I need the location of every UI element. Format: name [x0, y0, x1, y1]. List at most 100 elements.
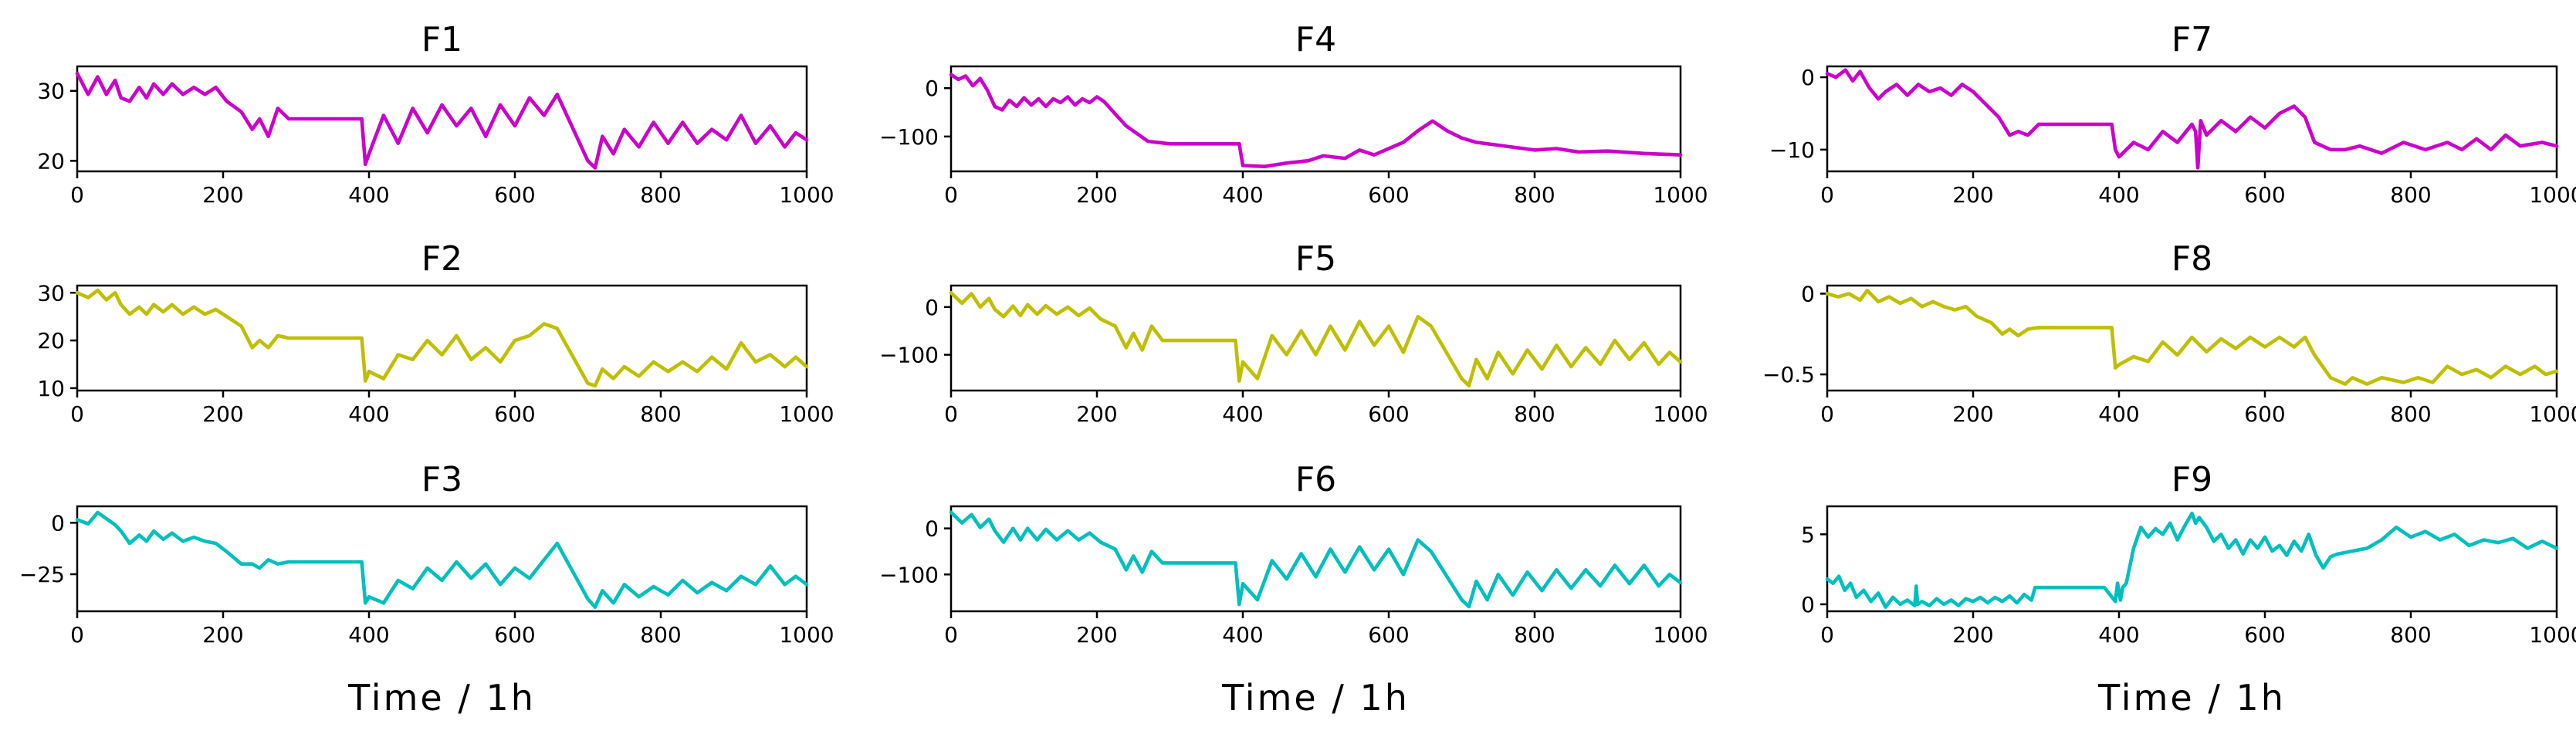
x-tick-label-f5-800: 800	[1514, 401, 1555, 427]
x-tick-label-f9-200: 200	[1952, 622, 1993, 648]
axes-frame-f4	[949, 65, 1682, 173]
axes-frame-f7	[1826, 65, 2558, 173]
x-tick-label-f8-400: 400	[2098, 401, 2139, 427]
y-tick-label-f4--100: −100	[879, 124, 939, 150]
y-tick-label-f9-5: 5	[1801, 522, 1815, 547]
y-tick-label-f6--100: −100	[879, 562, 939, 587]
panel-title-f1: F1	[421, 20, 462, 59]
x-tick-label-f1-0: 0	[70, 182, 84, 208]
x-tick-label-f7-600: 600	[2244, 182, 2285, 208]
x-tick-label-f7-800: 800	[2390, 182, 2431, 208]
y-tick-label-f1-20: 20	[37, 148, 65, 174]
series-line-f9	[1825, 511, 2559, 609]
x-tick-label-f9-400: 400	[2098, 622, 2139, 648]
series-line-f3	[75, 510, 809, 610]
y-tick-label-f5--100: −100	[879, 343, 939, 368]
panel-f9: F9 0 200 400 600 800 1000 0 5	[1801, 460, 2576, 648]
x-tick-label-f9-600: 600	[2244, 622, 2285, 648]
y-tick-label-f4-0: 0	[925, 76, 939, 101]
x-tick-label-f7-0: 0	[1820, 182, 1834, 208]
x-tick-label-f7-400: 400	[2098, 182, 2139, 208]
x-tick-label-f6-800: 800	[1514, 622, 1555, 648]
panel-title-f6: F6	[1295, 460, 1336, 499]
series-line-f8	[1825, 288, 2559, 386]
x-tick-label-f1-800: 800	[640, 182, 681, 208]
x-tick-label-f6-600: 600	[1368, 622, 1409, 648]
panel-f2: F2 0 200 400 600 800 1000 10 20 30	[37, 239, 834, 427]
series-line-f5	[949, 290, 1683, 388]
x-tick-label-f8-600: 600	[2244, 401, 2285, 427]
x-tick-label-f3-0: 0	[70, 622, 84, 648]
y-tick-label-f2-30: 30	[37, 280, 65, 306]
y-tick-label-f1-30: 30	[37, 79, 65, 104]
panel-title-f9: F9	[2171, 460, 2212, 499]
x-tick-label-f5-200: 200	[1076, 401, 1117, 427]
y-tick-label-f7-0: 0	[1801, 65, 1815, 90]
x-tick-label-f2-400: 400	[348, 401, 389, 427]
series-line-f4	[949, 73, 1683, 168]
x-tick-label-f3-200: 200	[202, 622, 243, 648]
x-tick-label-f5-400: 400	[1222, 401, 1263, 427]
series-line-f1	[75, 71, 809, 170]
x-axis-label-col-2: Time / 1h	[1221, 677, 1410, 719]
x-tick-label-f4-0: 0	[944, 182, 958, 208]
x-tick-label-f1-200: 200	[202, 182, 243, 208]
series-line-f7	[1825, 68, 2559, 170]
panel-f1: F1 0 200 400 600 800 1000 20 30	[37, 20, 834, 208]
x-tick-label-f1-400: 400	[348, 182, 389, 208]
x-tick-label-f5-0: 0	[944, 401, 958, 427]
y-tick-label-f8-0: 0	[1801, 281, 1815, 306]
axes-frame-f8	[1826, 284, 2558, 392]
y-tick-label-f9-0: 0	[1801, 592, 1815, 617]
x-tick-label-f6-200: 200	[1076, 622, 1117, 648]
x-tick-label-f5-600: 600	[1368, 401, 1409, 427]
x-tick-label-f9-1000: 1000	[2529, 622, 2576, 648]
x-tick-label-f9-800: 800	[2390, 622, 2431, 648]
x-tick-label-f7-200: 200	[1952, 182, 1993, 208]
x-tick-label-f9-0: 0	[1820, 622, 1834, 648]
panel-f6: F6 0 200 400 600 800 1000 −100 0	[879, 460, 1708, 648]
axes-frame-f5	[949, 284, 1682, 392]
x-tick-label-f1-1000: 1000	[779, 182, 834, 208]
panel-f8: F802004006008001000−0.50	[1762, 239, 2576, 427]
x-tick-label-f2-1000: 1000	[779, 401, 834, 427]
panel-title-f5: F5	[1295, 239, 1336, 279]
y-tick-label-f8--0.5: −0.5	[1762, 362, 1815, 387]
x-axis-label-col-1: Time / 1h	[347, 677, 536, 719]
x-tick-label-f2-800: 800	[640, 401, 681, 427]
axes-frame-f9	[1826, 505, 2558, 613]
panel-title-f3: F3	[421, 460, 462, 499]
y-tick-label-f2-10: 10	[37, 376, 65, 401]
x-tick-label-f4-400: 400	[1222, 182, 1263, 208]
x-tick-label-f7-1000: 1000	[2529, 182, 2576, 208]
x-tick-label-f2-200: 200	[202, 401, 243, 427]
x-tick-label-f6-1000: 1000	[1653, 622, 1708, 648]
x-tick-label-f8-200: 200	[1952, 401, 1993, 427]
y-tick-label-f3-0: 0	[51, 510, 65, 536]
series-line-f6	[949, 510, 1683, 609]
panel-f7: F702004006008001000−100	[1769, 20, 2576, 208]
x-axis-label-col-3: Time / 1h	[2097, 677, 2286, 719]
x-tick-label-f6-0: 0	[944, 622, 958, 648]
axes-frame-f1	[76, 65, 808, 173]
axes-frame-f3	[76, 505, 808, 613]
x-tick-label-f1-600: 600	[494, 182, 535, 208]
axes-frame-f6	[949, 505, 1682, 613]
panel-title-f7: F7	[2171, 20, 2212, 59]
x-tick-label-f3-800: 800	[640, 622, 681, 648]
y-tick-label-f3--25: −25	[19, 562, 65, 587]
x-tick-label-f2-0: 0	[70, 401, 84, 427]
y-tick-label-f5-0: 0	[925, 295, 939, 320]
x-tick-label-f3-600: 600	[494, 622, 535, 648]
x-tick-label-f8-0: 0	[1820, 401, 1834, 427]
y-tick-label-f6-0: 0	[925, 516, 939, 542]
x-tick-label-f2-600: 600	[494, 401, 535, 427]
panel-title-f8: F8	[2171, 239, 2212, 279]
x-tick-label-f8-1000: 1000	[2529, 401, 2576, 427]
panel-f3: F3 0 200 400 600 800 1000 −25 0	[19, 460, 834, 648]
x-tick-label-f4-200: 200	[1076, 182, 1117, 208]
x-tick-label-f8-800: 800	[2390, 401, 2431, 427]
x-tick-label-f6-400: 400	[1222, 622, 1263, 648]
y-tick-label-f7--10: −10	[1769, 137, 1815, 163]
